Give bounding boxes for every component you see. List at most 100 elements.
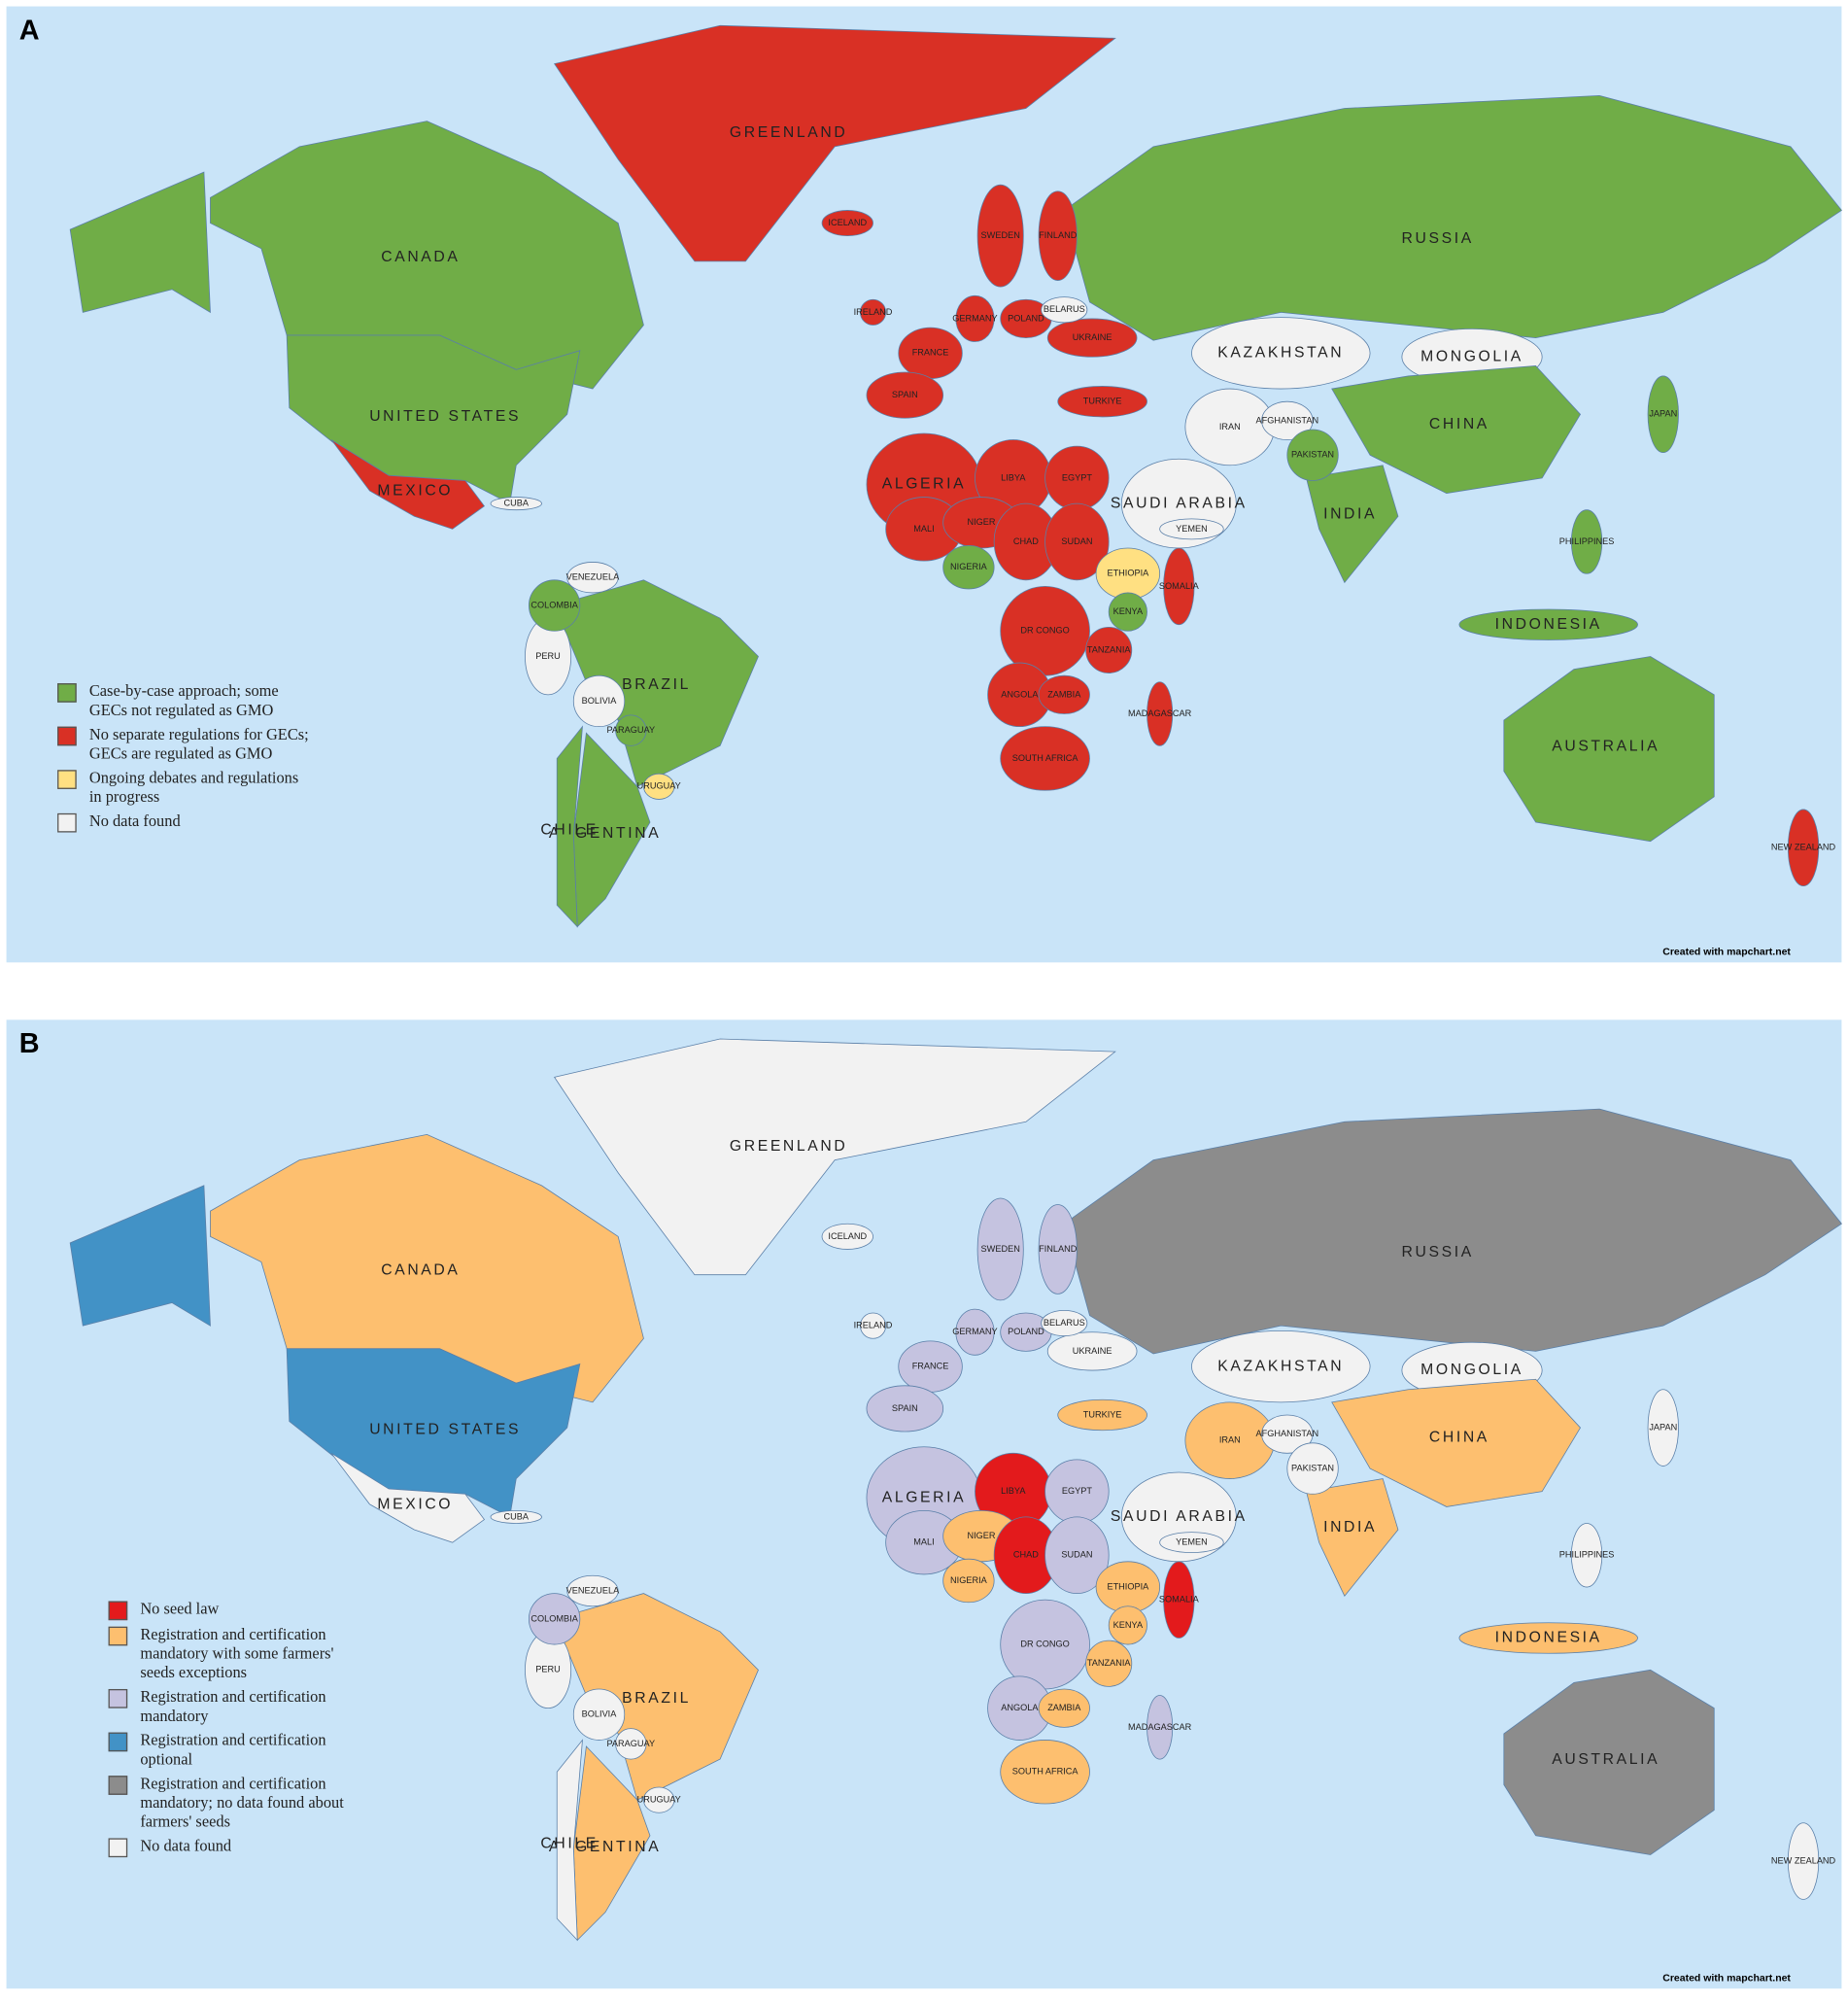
country-shape bbox=[1108, 1605, 1147, 1645]
legend-box: Case-by-case approach; some GECs not reg… bbox=[57, 682, 312, 833]
country-label: VENEZUELA bbox=[566, 572, 620, 582]
country-label: ETHIOPIA bbox=[1107, 569, 1149, 578]
country-shape bbox=[1261, 400, 1314, 440]
country-label: SOUTH AFRICA bbox=[1012, 753, 1079, 763]
country-label: LIBYA bbox=[1001, 1486, 1026, 1496]
country-shape bbox=[1787, 1822, 1820, 1900]
country-label: ALGERIA bbox=[882, 476, 967, 493]
legend-swatch bbox=[108, 1688, 128, 1709]
country-label: ZAMBIA bbox=[1047, 1703, 1081, 1712]
country-label: TANZANIA bbox=[1087, 1658, 1132, 1668]
country-label: CANADA bbox=[381, 1262, 460, 1279]
country-shape bbox=[286, 334, 581, 504]
country-shape bbox=[866, 371, 944, 419]
country-shape bbox=[643, 1786, 675, 1813]
country-shape bbox=[572, 1688, 626, 1741]
country-label: AFGHANISTAN bbox=[1256, 415, 1319, 425]
country-label: ICELAND bbox=[828, 1231, 867, 1241]
country-shape bbox=[615, 714, 647, 746]
country-label: CHINA bbox=[1429, 1430, 1489, 1446]
country-label: COLOMBIA bbox=[530, 1613, 578, 1623]
country-label: SWEDEN bbox=[981, 1244, 1020, 1254]
country-label: MALI bbox=[913, 524, 934, 534]
country-shape bbox=[330, 439, 486, 530]
country-shape bbox=[1570, 509, 1603, 574]
country-label: UKRAINE bbox=[1073, 1346, 1112, 1356]
country-label: PERU bbox=[535, 1665, 560, 1674]
map-panel: GREENLAND CANADA UNITED STATES MEXICO BRAZIL… bbox=[6, 1019, 1842, 1989]
country-shape bbox=[528, 1593, 581, 1645]
country-shape bbox=[210, 1133, 644, 1403]
country-label: AUSTRALIA bbox=[1552, 738, 1660, 754]
country-label: NIGER bbox=[967, 1531, 995, 1540]
country-shape bbox=[490, 497, 542, 511]
legend-item: Registration and certification mandatory bbox=[108, 1687, 363, 1726]
country-label: MEXICO bbox=[377, 483, 453, 500]
country-shape bbox=[490, 1509, 542, 1524]
legend-swatch bbox=[57, 726, 77, 746]
country-label: CUBA bbox=[504, 499, 530, 508]
country-label: NEW ZEALAND bbox=[1771, 843, 1836, 852]
country-shape bbox=[1044, 502, 1110, 581]
legend-label: No seed law bbox=[140, 1600, 220, 1618]
country-label: UKRAINE bbox=[1073, 332, 1112, 342]
country-shape bbox=[860, 1312, 887, 1339]
country-shape bbox=[1159, 518, 1224, 540]
country-shape bbox=[976, 184, 1024, 288]
country-shape bbox=[1046, 318, 1138, 358]
country-shape bbox=[69, 171, 211, 314]
country-label: LIBYA bbox=[1001, 472, 1026, 482]
map-panel: GREENLAND CANADA UNITED STATES MEXICO BRAZIL… bbox=[6, 6, 1842, 963]
country-label: IRELAND bbox=[854, 307, 893, 317]
country-label: URUGUAY bbox=[637, 1795, 681, 1805]
country-label: FRANCE bbox=[912, 1362, 949, 1371]
country-label: JAPAN bbox=[1649, 409, 1677, 419]
country-label: ETHIOPIA bbox=[1107, 1581, 1149, 1591]
legend-item: Registration and certification mandatory… bbox=[108, 1775, 363, 1832]
country-label: DR CONGO bbox=[1020, 626, 1069, 636]
country-label: PHILIPPINES bbox=[1559, 536, 1615, 546]
legend-swatch bbox=[108, 1838, 128, 1858]
country-label: PERU bbox=[535, 651, 560, 661]
country-label: INDONESIA bbox=[1495, 1630, 1602, 1646]
country-label: PAKISTAN bbox=[1291, 1463, 1334, 1472]
credit: Created with mapchart.net bbox=[1662, 948, 1791, 958]
country-shape bbox=[69, 1185, 211, 1327]
country-label: CHAD bbox=[1013, 1550, 1039, 1560]
country-shape bbox=[566, 1574, 619, 1607]
country-shape bbox=[643, 773, 675, 800]
country-label: ANGOLA bbox=[1001, 689, 1039, 699]
country-label: CUBA bbox=[504, 1511, 530, 1521]
country-label: IRAN bbox=[1219, 1435, 1241, 1445]
country-label: FINLAND bbox=[1039, 1244, 1078, 1254]
country-label: POLAND bbox=[1008, 313, 1044, 323]
legend-item: No seed law bbox=[108, 1600, 363, 1621]
country-shape bbox=[1146, 1695, 1174, 1760]
country-shape bbox=[821, 1223, 873, 1250]
legend-item: Registration and certification mandatory… bbox=[108, 1625, 363, 1682]
country-shape bbox=[210, 121, 644, 390]
country-label: ALGERIA bbox=[882, 1489, 967, 1505]
country-shape bbox=[1038, 1204, 1078, 1294]
country-label: KAZAKHSTAN bbox=[1217, 1358, 1344, 1374]
country-label: SUDAN bbox=[1061, 536, 1092, 546]
country-label: IRELAND bbox=[854, 1321, 893, 1330]
country-label: INDIA bbox=[1323, 1519, 1377, 1536]
country-label: MADAGASCAR bbox=[1128, 708, 1192, 718]
legend-label: Registration and certification mandatory bbox=[140, 1687, 326, 1725]
country-shape bbox=[1063, 94, 1842, 341]
country-shape bbox=[1503, 656, 1715, 843]
country-label: FRANCE bbox=[912, 348, 949, 358]
country-label: ARGENTINA bbox=[549, 825, 661, 842]
country-label: SOMALIA bbox=[1159, 1595, 1200, 1605]
country-shape bbox=[821, 210, 873, 237]
legend-swatch bbox=[108, 1732, 128, 1752]
country-shape bbox=[1787, 809, 1820, 887]
country-shape bbox=[1306, 465, 1399, 584]
country-label: IRAN bbox=[1219, 422, 1241, 431]
country-shape bbox=[1041, 1310, 1088, 1337]
country-label: BRAZIL bbox=[622, 676, 691, 693]
country-label: SPAIN bbox=[892, 390, 918, 399]
legend-label: Ongoing debates and regulations in progr… bbox=[88, 768, 299, 806]
